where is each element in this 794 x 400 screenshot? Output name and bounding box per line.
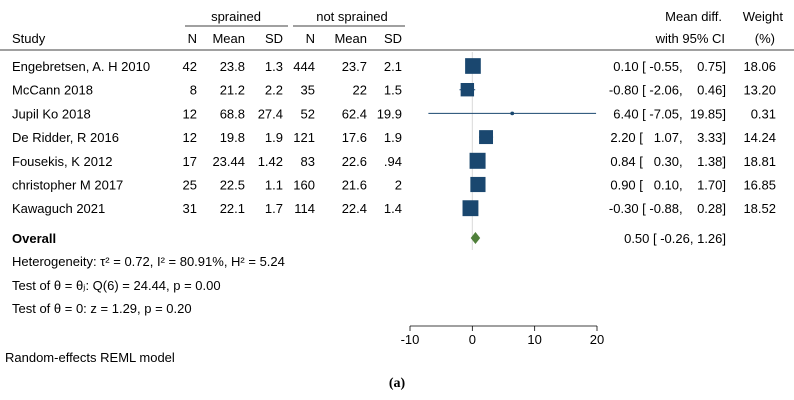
effect-header-line1: Mean diff. bbox=[665, 9, 722, 24]
x-tick-label: 10 bbox=[527, 332, 541, 347]
study-mean2: 21.6 bbox=[342, 178, 367, 193]
study-weight: 13.20 bbox=[743, 83, 776, 98]
effect-box bbox=[460, 82, 475, 97]
study-sd1: 2.2 bbox=[265, 83, 283, 98]
study-sd2: 1.4 bbox=[384, 201, 402, 216]
col-header-sd2: SD bbox=[384, 31, 402, 46]
study-name: christopher M 2017 bbox=[12, 178, 123, 193]
study-rows: Engebretsen, A. H 2010 42 23.8 1.3 444 23.7 2.… bbox=[12, 59, 776, 216]
test-homogeneity-text: Test of θ = θⱼ: Q(6) = 24.44, p = 0.00 bbox=[12, 278, 221, 293]
study-sd1: 27.4 bbox=[258, 106, 283, 121]
study-weight: 16.85 bbox=[743, 178, 776, 193]
study-mean1: 22.1 bbox=[220, 201, 245, 216]
study-sd2: 1.9 bbox=[384, 130, 402, 145]
x-tick-label: 0 bbox=[469, 332, 476, 347]
effect-point bbox=[510, 111, 515, 116]
heterogeneity-text: Heterogeneity: τ² = 0.72, I² = 80.91%, H… bbox=[12, 254, 285, 269]
study-sd2: 19.9 bbox=[377, 106, 402, 121]
test-zero-text: Test of θ = 0: z = 1.29, p = 0.20 bbox=[12, 301, 192, 316]
study-mean2: 22 bbox=[353, 83, 367, 98]
plot-marks bbox=[428, 52, 597, 250]
study-n2: 114 bbox=[294, 201, 315, 216]
effect-box bbox=[469, 152, 486, 169]
study-n1: 12 bbox=[183, 130, 197, 145]
study-weight: 18.06 bbox=[743, 59, 776, 74]
col-header-mean2: Mean bbox=[334, 31, 367, 46]
study-sd2: .94 bbox=[384, 154, 402, 169]
study-weight: 18.81 bbox=[743, 154, 776, 169]
study-weight: 0.31 bbox=[751, 106, 776, 121]
effect-box bbox=[462, 200, 479, 217]
study-sd2: 1.5 bbox=[384, 83, 402, 98]
study-sd1: 1.3 bbox=[265, 59, 283, 74]
col-header-mean1: Mean bbox=[212, 31, 245, 46]
study-ci-text: -0.30 [ -0.88, 0.28] bbox=[609, 201, 726, 216]
study-ci-text: -0.80 [ -2.06, 0.46] bbox=[609, 83, 726, 98]
study-mean1: 23.8 bbox=[220, 59, 245, 74]
overall-ci-text: 0.50 [ -0.26, 1.26] bbox=[624, 231, 726, 246]
study-ci-text: 2.20 [ 1.07, 3.33] bbox=[610, 130, 726, 145]
study-ci-text: 0.84 [ 0.30, 1.38] bbox=[610, 154, 726, 169]
effect-header-line2: with 95% CI bbox=[655, 31, 725, 46]
study-sd2: 2 bbox=[395, 178, 402, 193]
effect-box bbox=[470, 176, 486, 193]
effect-box bbox=[465, 58, 481, 74]
study-name: Kawaguch 2021 bbox=[12, 201, 105, 216]
study-mean2: 23.7 bbox=[342, 59, 367, 74]
study-ci-text: 6.40 [ -7.05, 19.85] bbox=[613, 106, 726, 121]
study-mean2: 62.4 bbox=[342, 106, 367, 121]
weight-header-line2: (%) bbox=[755, 31, 775, 46]
group-header-sprained: sprained bbox=[211, 9, 261, 24]
study-name: Jupil Ko 2018 bbox=[12, 106, 91, 121]
study-mean1: 19.8 bbox=[220, 130, 245, 145]
study-sd1: 1.9 bbox=[265, 130, 283, 145]
study-sd2: 2.1 bbox=[384, 59, 402, 74]
study-name: Fousekis, K 2012 bbox=[12, 154, 112, 169]
study-mean1: 68.8 bbox=[220, 106, 245, 121]
study-n1: 8 bbox=[190, 83, 197, 98]
study-ci-text: 0.10 [ -0.55, 0.75] bbox=[613, 59, 726, 74]
study-n1: 25 bbox=[183, 178, 197, 193]
col-header-study: Study bbox=[12, 31, 46, 46]
study-name: McCann 2018 bbox=[12, 83, 93, 98]
study-n1: 17 bbox=[183, 154, 197, 169]
study-n2: 444 bbox=[293, 59, 315, 74]
study-weight: 14.24 bbox=[743, 130, 776, 145]
weight-header-line1: Weight bbox=[743, 9, 784, 24]
study-n2: 160 bbox=[293, 178, 315, 193]
study-name: De Ridder, R 2016 bbox=[12, 130, 119, 145]
x-tick-label: -10 bbox=[401, 332, 420, 347]
col-header-n2: N bbox=[306, 31, 315, 46]
study-name: Engebretsen, A. H 2010 bbox=[12, 59, 150, 74]
col-header-sd1: SD bbox=[265, 31, 283, 46]
overall-diamond bbox=[470, 232, 481, 244]
study-n2: 121 bbox=[293, 130, 315, 145]
study-mean2: 17.6 bbox=[342, 130, 367, 145]
x-axis-ticks: -10 0 10 20 bbox=[401, 326, 604, 347]
study-mean2: 22.6 bbox=[342, 154, 367, 169]
figure-caption: (a) bbox=[389, 376, 406, 391]
study-n1: 12 bbox=[183, 106, 197, 121]
study-sd1: 1.7 bbox=[265, 201, 283, 216]
study-n2: 52 bbox=[301, 106, 315, 121]
study-weight: 18.52 bbox=[743, 201, 776, 216]
study-ci-text: 0.90 [ 0.10, 1.70] bbox=[610, 178, 726, 193]
group-header-not-sprained: not sprained bbox=[316, 9, 388, 24]
x-tick-label: 20 bbox=[590, 332, 604, 347]
study-n1: 31 bbox=[183, 201, 197, 216]
model-note: Random-effects REML model bbox=[5, 350, 175, 365]
study-mean1: 22.5 bbox=[220, 178, 245, 193]
study-n2: 35 bbox=[301, 83, 315, 98]
effect-box bbox=[479, 130, 494, 145]
col-header-n1: N bbox=[188, 31, 197, 46]
study-sd1: 1.42 bbox=[258, 154, 283, 169]
overall-label: Overall bbox=[12, 231, 56, 246]
study-mean1: 21.2 bbox=[220, 83, 245, 98]
study-mean1: 23.44 bbox=[212, 154, 245, 169]
study-n2: 83 bbox=[301, 154, 315, 169]
study-mean2: 22.4 bbox=[342, 201, 367, 216]
study-n1: 42 bbox=[183, 59, 197, 74]
study-sd1: 1.1 bbox=[265, 178, 283, 193]
